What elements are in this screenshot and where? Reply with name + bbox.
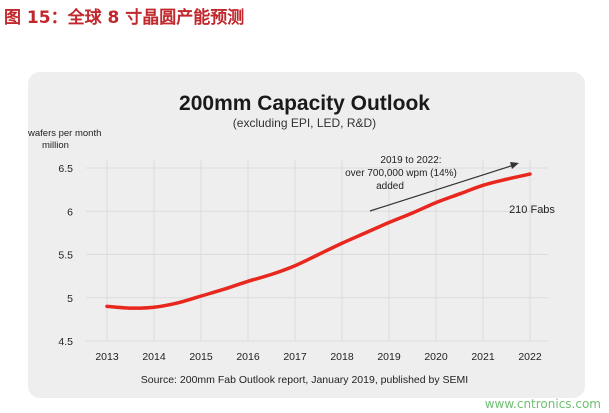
chart-title: 200mm Capacity Outlook (179, 92, 430, 115)
fabs-annotation: 210 Fabs (509, 204, 555, 216)
x-tick-label-8: 2021 (471, 351, 495, 363)
y-tick-label-0: 4.5 (58, 336, 73, 348)
series-line-0 (105, 172, 532, 310)
growth-annotation-line-3: added (376, 181, 404, 192)
x-tick-label-3: 2016 (236, 351, 260, 363)
chart-frame (28, 72, 585, 398)
growth-arrow-line (369, 164, 515, 212)
x-axis-ticks: 2013 2014 2015 2016 2017 2018 2019 2020 2021 2022 (95, 351, 542, 363)
x-tick-label-4: 2017 (283, 351, 307, 363)
y-axis-label-line-2: million (42, 140, 69, 151)
x-tick-label-5: 2018 (330, 351, 354, 363)
growth-annotation-line-1: 2019 to 2022: (380, 155, 441, 166)
y-axis-label-line-1: wafers per month (27, 128, 101, 139)
x-tick-label-1: 2014 (142, 351, 166, 363)
grid-lines (86, 160, 548, 342)
y-axis-ticks: 4.5 5 5.5 6 6.5 (58, 163, 73, 348)
figure-caption: 图 15：全球 8 寸晶圆产能预测 (4, 8, 245, 28)
growth-arrow-head (510, 162, 519, 169)
x-tick-label-6: 2019 (377, 351, 401, 363)
watermark: www.cntronics.com (484, 397, 601, 411)
growth-annotation-line-2: over 700,000 wpm (14%) (345, 168, 457, 179)
x-tick-label-2: 2015 (189, 351, 213, 363)
y-tick-label-2: 5.5 (58, 250, 73, 262)
x-tick-label-9: 2022 (518, 351, 542, 363)
y-tick-label-1: 5 (67, 293, 73, 305)
chart-subtitle: (excluding EPI, LED, R&D) (232, 116, 377, 130)
x-tick-label-7: 2020 (424, 351, 448, 363)
series-layer (105, 172, 532, 310)
chart-source: Source: 200mm Fab Outlook report, Januar… (140, 374, 469, 386)
y-tick-label-3: 6 (67, 206, 73, 218)
x-tick-label-0: 2013 (95, 351, 119, 363)
y-tick-label-4: 6.5 (58, 163, 73, 175)
